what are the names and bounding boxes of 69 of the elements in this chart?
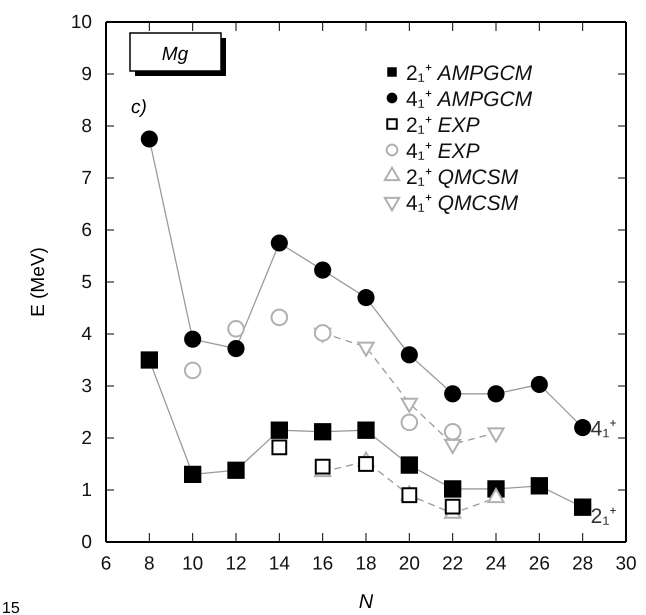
point: [314, 324, 332, 342]
x-tick-label: 30: [615, 553, 637, 574]
point: [140, 351, 158, 369]
point: [400, 346, 418, 364]
point: [227, 340, 245, 358]
y-tick-label: 10: [70, 12, 92, 34]
y-axis-title: E (MeV): [28, 247, 49, 317]
x-tick-label: 22: [442, 553, 464, 574]
point: [574, 419, 592, 436]
x-tick-label: 16: [312, 553, 334, 574]
x-tick-label: 24: [485, 553, 507, 574]
point: [487, 385, 505, 402]
point: [227, 462, 245, 479]
x-tick-label: 8: [144, 553, 155, 574]
legend-label: 4₁⁺ EXP: [406, 140, 480, 163]
point: [444, 498, 461, 515]
point: [574, 498, 592, 516]
x-tick-label: 26: [528, 553, 550, 574]
point: [314, 458, 331, 474]
y-tick-label: 5: [81, 272, 92, 294]
point: [140, 130, 158, 148]
y-tick-label: 0: [81, 532, 92, 554]
y-tick-label: 1: [81, 480, 92, 502]
point: [401, 487, 418, 504]
point: [444, 423, 462, 441]
point: [314, 262, 332, 279]
x-tick-label: 14: [268, 553, 290, 574]
point: [271, 439, 288, 456]
point: [184, 466, 202, 484]
x-tick-label: 10: [182, 553, 204, 574]
point: [444, 385, 462, 402]
point: [270, 234, 288, 252]
x-tick-label: 6: [100, 553, 112, 574]
legend-label: 2₁⁺ QMCSM: [406, 166, 519, 189]
x-tick-label: 20: [398, 553, 420, 574]
y-tick-label: 7: [81, 168, 92, 190]
legend-label: 4₁⁺ QMCSM: [406, 192, 519, 215]
y-tick-label: 8: [81, 116, 92, 138]
point: [227, 320, 245, 338]
x-tick-label: 12: [225, 553, 247, 574]
y-tick-label: 2: [81, 428, 92, 450]
point: [270, 422, 288, 439]
y-tick-label: 3: [81, 376, 92, 398]
point: [358, 456, 374, 472]
point: [357, 289, 375, 306]
x-axis-title: N: [358, 591, 374, 613]
annotation: 2₁⁺: [590, 505, 616, 528]
legend-label: 4₁⁺ AMPGCM: [406, 88, 533, 111]
y-tick-label: 6: [81, 220, 92, 242]
x-tick-label: 18: [355, 553, 377, 574]
annotation: c): [131, 97, 147, 118]
text: 15: [2, 600, 20, 615]
point: [400, 456, 418, 474]
annotation: Mg: [162, 44, 189, 65]
point: [530, 477, 548, 494]
annotation: 4₁⁺: [590, 418, 616, 441]
point: [357, 422, 375, 439]
point: [270, 308, 288, 326]
point: [400, 414, 418, 432]
point: [314, 423, 332, 440]
x-tick-label: 28: [572, 553, 594, 574]
legend-label: 2₁⁺ AMPGCM: [406, 62, 533, 85]
legend-label: 2₁⁺ EXP: [406, 114, 480, 137]
point: [184, 362, 202, 380]
point: [530, 376, 548, 393]
point: [184, 330, 202, 348]
point: [444, 480, 462, 498]
y-tick-label: 4: [81, 324, 92, 346]
y-tick-label: 9: [81, 64, 92, 86]
